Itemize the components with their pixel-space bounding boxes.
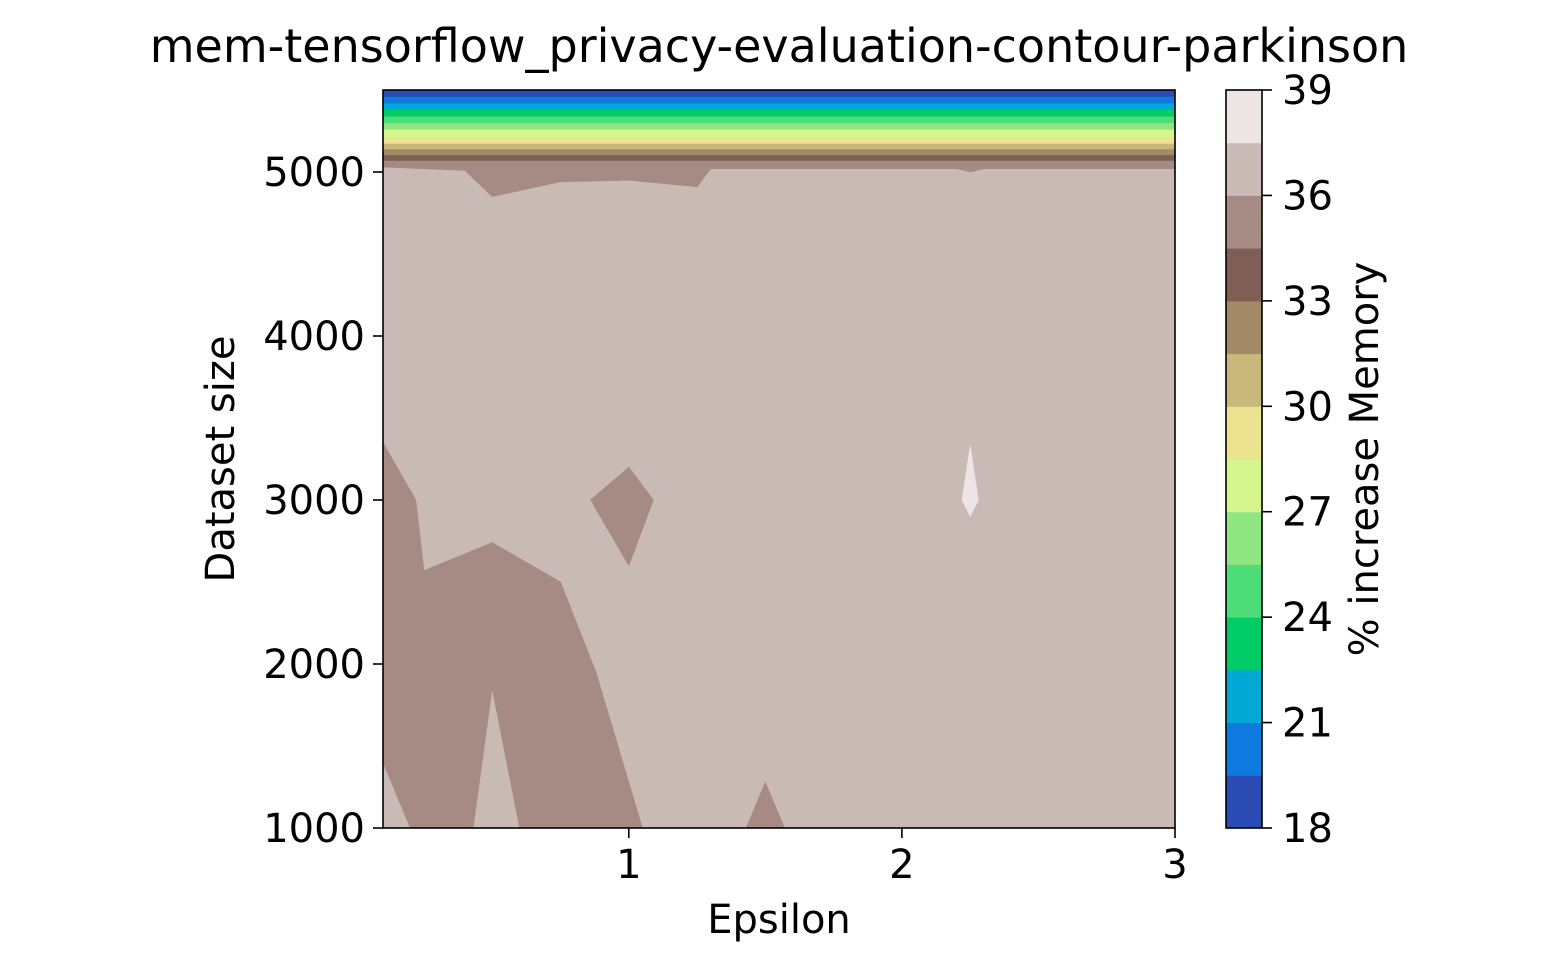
colorbar-segment-0 <box>1226 775 1262 829</box>
y-axis: 1000 2000 3000 4000 5000 <box>263 150 383 852</box>
colorbar-tick-label: 33 <box>1282 279 1333 325</box>
contour-region-10 <box>382 122 1176 130</box>
contour-region-13 <box>382 102 1176 110</box>
colorbar-tick-label: 27 <box>1282 490 1333 536</box>
colorbar: 18 21 24 27 30 33 36 39 <box>1225 68 1333 852</box>
contour-region-14 <box>382 96 1176 104</box>
colorbar-segment-3 <box>1226 617 1262 671</box>
contour-region-15 <box>382 89 1176 97</box>
y-axis-label: Dataset size <box>198 336 244 583</box>
chart-title: mem-tensorflow_privacy-evaluation-contou… <box>150 19 1409 73</box>
colorbar-tick-label: 21 <box>1282 701 1333 747</box>
colorbar-frame <box>1225 89 1263 829</box>
colorbar-tick-label: 39 <box>1282 68 1333 114</box>
colorbar-tick-label: 30 <box>1282 384 1333 430</box>
colorbar-tick-label: 24 <box>1282 595 1333 641</box>
y-tick-label: 3000 <box>263 478 365 524</box>
plot-frame <box>382 89 1176 829</box>
colorbar-segment-1 <box>1226 722 1262 776</box>
contour-region-8 <box>382 136 1176 144</box>
colorbar-tick-label: 18 <box>1282 806 1333 852</box>
colorbar-segment-11 <box>1226 195 1262 249</box>
colorbar-segment-4 <box>1226 564 1262 618</box>
y-tick-label: 4000 <box>263 314 365 360</box>
colorbar-segment-10 <box>1226 248 1262 302</box>
contour-region-1 <box>590 466 654 567</box>
colorbar-segment-8 <box>1226 353 1262 407</box>
colorbar-label: % increase Memory <box>1342 262 1388 657</box>
contour-region-6 <box>382 148 1176 156</box>
contour-region-9 <box>382 129 1176 137</box>
contour-region-12 <box>382 109 1176 117</box>
plot-area <box>382 89 1176 829</box>
y-tick-label: 2000 <box>263 642 365 688</box>
colorbar-segment-13 <box>1226 90 1262 144</box>
colorbar-segment-5 <box>1226 511 1262 565</box>
contour-region-11 <box>382 115 1176 124</box>
x-tick-label: 3 <box>1162 842 1187 888</box>
colorbar-tick-label: 36 <box>1282 173 1333 219</box>
x-axis-label: Epsilon <box>707 897 851 943</box>
x-tick-label: 1 <box>616 842 641 888</box>
contour-region-7 <box>382 143 1176 150</box>
y-tick-label: 5000 <box>263 150 365 196</box>
colorbar-segment-6 <box>1226 459 1262 513</box>
y-tick-label: 1000 <box>263 806 365 852</box>
contour-regions <box>382 89 1176 829</box>
colorbar-segment-2 <box>1226 669 1262 724</box>
colorbar-segment-9 <box>1226 300 1262 355</box>
colorbar-segment-7 <box>1226 406 1262 460</box>
colorbar-segment-12 <box>1226 142 1262 196</box>
x-tick-label: 2 <box>889 842 914 888</box>
x-axis: 1 2 3 <box>616 828 1188 888</box>
contour-region-3 <box>961 445 979 518</box>
contour-region-5 <box>382 154 1176 161</box>
